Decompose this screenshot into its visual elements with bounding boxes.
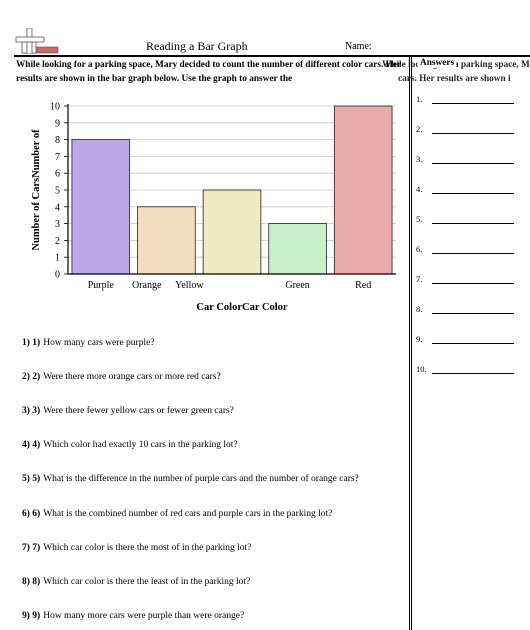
y-tick-label: 2: [55, 236, 60, 247]
question-text: Which car color is there the least of in…: [43, 577, 251, 587]
answer-row: 10.: [416, 364, 526, 376]
question-text: Were there more orange cars or more red …: [43, 372, 221, 382]
x-tick-label: Green: [285, 280, 309, 291]
bar-purple: [71, 139, 131, 275]
x-axis-label: Car ColorCar Color: [196, 302, 288, 313]
x-tick-label: Yellow: [175, 280, 204, 291]
answer-number: 8.: [416, 304, 423, 314]
answer-blank[interactable]: [432, 193, 514, 194]
question-item: 1) 1) How many cars were purple?: [22, 337, 402, 349]
answer-number: 1.: [416, 94, 423, 104]
y-axis-label: Number of CarsNumber of: [31, 129, 42, 251]
answer-row: 3.: [416, 154, 526, 166]
question-text: Were there fewer yellow cars or fewer gr…: [43, 406, 234, 416]
instructions-text: While looking for a parking space, Mary …: [16, 60, 401, 84]
bar-green: [268, 223, 327, 275]
bar-chart: 0 1 2 3 4 5 6 7 8 9 10 Purple Orange Yellow Green Red Ca…: [31, 102, 396, 313]
y-tick-label: 7: [55, 152, 60, 163]
bar-red: [333, 105, 393, 275]
answers-heading: Answers: [418, 58, 457, 68]
question-text: How many more cars were purple than were…: [43, 611, 245, 621]
question-number: 6) 6): [22, 509, 41, 519]
answer-blank[interactable]: [432, 253, 514, 254]
question-number: 9) 9): [22, 611, 41, 621]
answer-row: 8.: [416, 304, 526, 316]
bar-yellow: [202, 189, 262, 275]
x-tick-label: Purple: [88, 280, 115, 291]
question-text: What is the combined number of red cars …: [43, 509, 333, 519]
question-number: 3) 3): [22, 406, 41, 416]
instructions-overflow-line2: cars. Her results are shown i: [398, 74, 511, 84]
question-item: 3) 3) Were there fewer yellow cars or few…: [22, 405, 402, 417]
answer-number: 9.: [416, 334, 423, 344]
answer-row: 2.: [416, 124, 526, 136]
answer-blank[interactable]: [432, 373, 514, 374]
answer-blank[interactable]: [432, 163, 514, 164]
worksheet-title: Reading a Bar Graph: [146, 39, 248, 53]
answer-blank[interactable]: [432, 343, 514, 344]
answer-blank[interactable]: [432, 223, 514, 224]
answer-blank[interactable]: [432, 313, 514, 314]
answer-number: 2.: [416, 124, 423, 134]
answer-number: 4.: [416, 184, 423, 194]
question-text: What is the difference in the number of …: [43, 474, 359, 484]
answer-row: 6.: [416, 244, 526, 256]
answer-number: 3.: [416, 154, 423, 164]
question-item: 9) 9) How many more cars were purple than…: [22, 610, 402, 622]
question-item: 5) 5) What is the difference in the numbe…: [22, 473, 362, 485]
question-number: 5) 5): [22, 474, 41, 484]
question-item: 7) 7) Which car color is there the most o…: [22, 542, 402, 554]
answer-number: 6.: [416, 244, 423, 254]
answer-blank[interactable]: [432, 133, 514, 134]
column-divider: [409, 56, 412, 630]
answer-row: 9.: [416, 334, 526, 346]
answer-number: 10.: [416, 364, 427, 374]
answer-blank[interactable]: [432, 283, 514, 284]
bar-orange: [137, 206, 196, 275]
question-item: 8) 8) Which car color is there the least …: [22, 576, 402, 588]
logo-icon: [15, 28, 59, 54]
question-item: 2) 2) Were there more orange cars or more…: [22, 371, 402, 383]
y-tick-label: 9: [55, 118, 60, 129]
question-item: 4) 4) Which color had exactly 10 cars in …: [22, 439, 402, 451]
question-number: 2) 2): [22, 372, 41, 382]
x-tick-label: Orange: [132, 280, 162, 291]
question-text: How many cars were purple?: [43, 338, 155, 348]
answer-row: 7.: [416, 274, 526, 286]
y-tick-label: 0: [55, 270, 60, 281]
y-tick-label: 5: [55, 186, 60, 197]
answer-row: 1.: [416, 94, 526, 106]
answer-row: 5.: [416, 214, 526, 226]
question-number: 8) 8): [22, 577, 41, 587]
name-label: Name:: [345, 41, 372, 52]
y-tick-label: 3: [55, 219, 60, 230]
question-number: 4) 4): [22, 440, 41, 450]
y-tick-label: 1: [55, 253, 60, 264]
answer-number: 5.: [416, 214, 423, 224]
answer-number: 7.: [416, 274, 423, 284]
question-number: 7) 7): [22, 543, 41, 553]
y-tick-label: 6: [55, 169, 60, 180]
answer-row: 4.: [416, 184, 526, 196]
answer-blank[interactable]: [432, 103, 514, 104]
y-tick-label: 10: [50, 102, 60, 113]
header-divider: [14, 55, 530, 57]
question-item: 6) 6) What is the combined number of red …: [22, 508, 402, 520]
question-number: 1) 1): [22, 338, 41, 348]
question-text: Which color had exactly 10 cars in the p…: [43, 440, 238, 450]
x-tick-label: Red: [355, 280, 371, 291]
question-text: Which car color is there the most of in …: [43, 543, 252, 553]
y-tick-label: 8: [55, 135, 60, 146]
y-tick-label: 4: [55, 202, 60, 213]
